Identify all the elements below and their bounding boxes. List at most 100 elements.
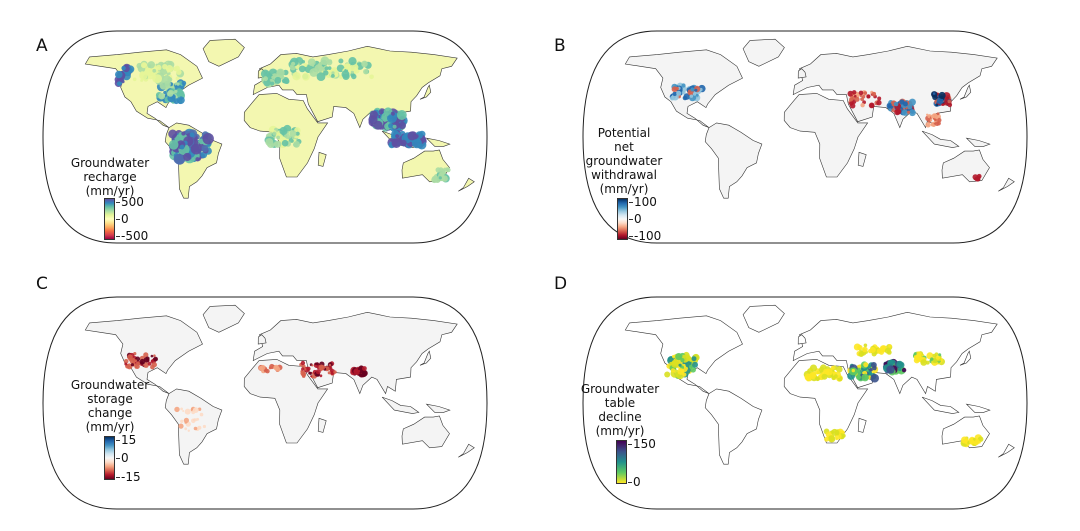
landmass-japan [419, 350, 432, 366]
data-patch [854, 94, 857, 98]
data-patch [816, 370, 820, 375]
data-patch [115, 70, 123, 79]
data-patch [174, 406, 180, 413]
data-patch [179, 96, 184, 101]
data-patch [260, 69, 270, 79]
data-patch [388, 123, 394, 129]
data-patch [363, 69, 369, 75]
colorbar-tick: 0 [116, 451, 129, 465]
colorbar-tick: 0 [116, 212, 129, 226]
data-patch [136, 361, 141, 366]
legend-title-line: (mm/yr) [85, 420, 135, 434]
data-patch [901, 109, 909, 116]
legend-title-line: Groundwater [70, 378, 150, 392]
data-patch [836, 366, 843, 373]
data-patch [692, 361, 698, 368]
data-patch [302, 72, 310, 81]
data-patch [270, 81, 275, 86]
colorbar-tick: 0 [628, 475, 641, 489]
data-patch [676, 90, 682, 96]
landmass-uk [797, 334, 807, 345]
data-patch [675, 353, 683, 361]
data-patch [917, 358, 920, 362]
legend-title: Potential net groundwater withdrawal (mm… [586, 126, 663, 196]
data-patch [155, 64, 162, 71]
data-patch [150, 354, 154, 358]
data-patch [168, 140, 179, 150]
landmass-nz [458, 177, 475, 192]
data-patch [915, 351, 922, 358]
data-patch [174, 89, 178, 94]
map-withdrawal [582, 30, 1028, 244]
data-patch [190, 143, 202, 155]
data-patch [316, 72, 326, 81]
data-patch [373, 120, 383, 130]
data-patch [442, 170, 446, 175]
panel-label: C [36, 274, 48, 294]
data-patch [877, 96, 882, 101]
data-patch [348, 57, 357, 66]
data-patch [438, 176, 442, 180]
data-patch [670, 95, 675, 101]
data-patch [926, 113, 929, 117]
colorbar-tick: 100 [629, 195, 657, 209]
panel-c: C Groundwater storage change (mm/yr) 15 … [0, 266, 540, 531]
data-patch [678, 363, 682, 367]
data-patch [672, 354, 676, 359]
data-patch [899, 99, 905, 105]
landmass-australia [401, 415, 450, 449]
data-patch [893, 101, 899, 107]
colorbar-tick: 150 [628, 437, 656, 451]
data-patch [825, 368, 833, 376]
data-patch [180, 407, 184, 411]
panel-a: A Groundwater recharge (mm/yr) 500 0 -50… [0, 0, 540, 265]
data-patch [183, 152, 192, 162]
landmass-nz [998, 177, 1015, 192]
data-patch [202, 424, 206, 429]
data-patch [671, 359, 680, 368]
data-patch [888, 108, 892, 112]
legend-title-line: (mm/yr) [595, 424, 645, 438]
data-patch [132, 77, 137, 82]
data-patch [165, 65, 174, 73]
data-patch [821, 373, 828, 380]
landmass-madagascar [857, 151, 867, 167]
landmass-africa [783, 359, 869, 444]
data-patch [175, 76, 180, 81]
data-patch [861, 95, 866, 99]
data-patch [176, 82, 180, 86]
landmass-uk [257, 334, 267, 345]
data-patch [670, 368, 676, 373]
data-patch [307, 369, 310, 372]
legend-title-line: withdrawal [591, 168, 657, 182]
data-patch [318, 364, 324, 370]
landmass-africa [783, 93, 869, 178]
data-patch [815, 376, 820, 382]
data-patch [849, 101, 854, 106]
data-patch [292, 72, 301, 81]
data-patch [153, 356, 159, 362]
data-patch [143, 362, 149, 368]
data-patch [930, 114, 935, 119]
data-patch [173, 154, 184, 164]
data-patch [158, 92, 166, 100]
data-patch [937, 118, 942, 123]
panel-label: A [36, 36, 48, 56]
data-patch [300, 360, 306, 366]
data-patch [134, 359, 138, 362]
legend-title: Groundwater table decline (mm/yr) [581, 382, 659, 438]
data-patch [811, 371, 817, 377]
landmass-seasia [921, 130, 960, 148]
data-patch [841, 430, 845, 434]
data-patch [977, 175, 981, 179]
data-patch [396, 110, 407, 120]
data-patch [872, 365, 877, 371]
data-patch [938, 91, 946, 100]
data-patch [894, 109, 901, 116]
data-patch [858, 351, 864, 357]
data-patch [350, 70, 354, 74]
colorbar-tick: -100 [628, 229, 662, 243]
data-patch [145, 356, 150, 361]
data-patch [167, 91, 174, 97]
data-patch [932, 94, 938, 100]
